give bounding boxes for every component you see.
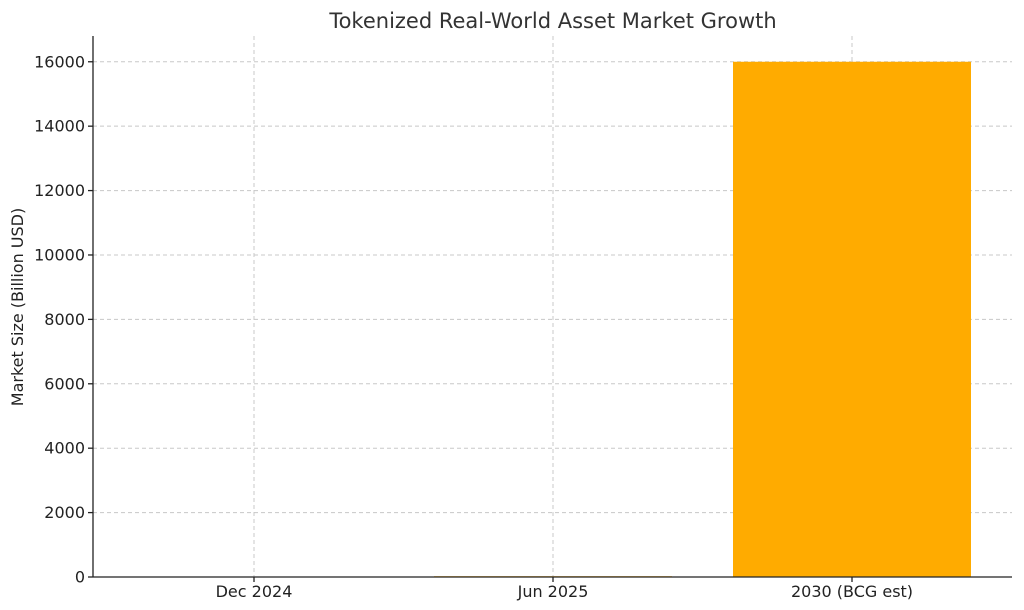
y-tick-label: 2000 (44, 503, 85, 522)
y-tick-label: 4000 (44, 439, 85, 458)
y-tick-label: 8000 (44, 310, 85, 329)
y-tick-label: 0 (75, 568, 85, 587)
y-tick-label: 6000 (44, 374, 85, 393)
y-tick-label: 10000 (34, 245, 85, 264)
bar (733, 61, 971, 578)
chart-title: Tokenized Real-World Asset Market Growth (328, 9, 776, 33)
y-tick-label: 16000 (34, 52, 85, 71)
bar-layer (135, 61, 971, 578)
axis-layer: 0 2000 4000 6000 8000 10000 12000 14000 16000 Dec… (34, 36, 1012, 601)
x-tick-label: Jun 2025 (517, 582, 589, 601)
x-tick-label: Dec 2024 (216, 582, 293, 601)
y-tick-label: 12000 (34, 181, 85, 200)
y-axis-label: Market Size (Billion USD) (8, 208, 27, 406)
y-tick-label: 14000 (34, 117, 85, 136)
x-tick-label: 2030 (BCG est) (791, 582, 913, 601)
